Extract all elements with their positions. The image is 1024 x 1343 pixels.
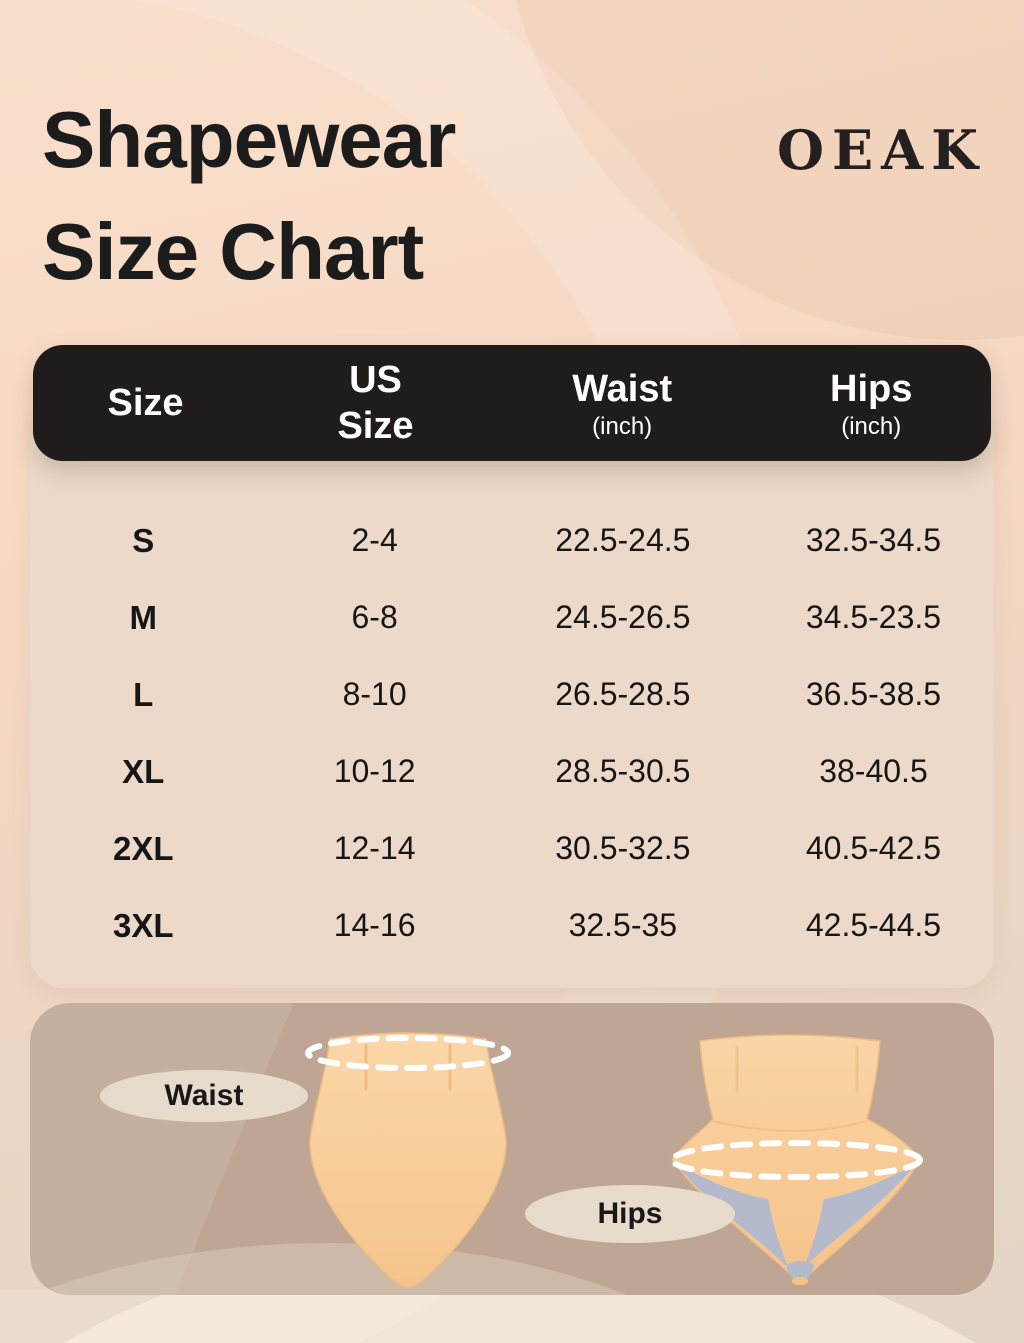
hips-cell: 42.5-44.5 xyxy=(805,907,942,943)
size-cell: 3XL xyxy=(113,906,174,944)
table-row: 2XL 12-14 30.5-32.5 40.5-42.5 xyxy=(30,810,994,887)
size-cell: 2XL xyxy=(113,829,174,867)
size-cell: M xyxy=(129,598,158,636)
hips-cell: 32.5-34.5 xyxy=(805,522,942,558)
waist-cell: 24.5-26.5 xyxy=(555,599,691,635)
header-us-size: US Size xyxy=(258,357,493,449)
waist-cell: 26.5-28.5 xyxy=(555,676,691,712)
hips-label-bubble: Hips xyxy=(525,1185,735,1243)
waist-cell: 30.5-32.5 xyxy=(555,830,691,866)
us-size-cell: 8-10 xyxy=(342,676,407,712)
header-size-label: Size xyxy=(107,382,184,424)
page-title-line1: Shapewear xyxy=(42,94,456,184)
hips-cell: 38-40.5 xyxy=(819,753,928,789)
table-row: 3XL 14-16 32.5-35 42.5-44.5 xyxy=(30,887,994,964)
measurement-diagram-panel: Waist Hips xyxy=(30,1003,994,1295)
header-waist-label: Waist xyxy=(572,367,673,410)
hips-cell: 34.5-23.5 xyxy=(805,599,942,635)
header-us-size-label: US Size xyxy=(337,359,414,447)
header-hips-label: Hips xyxy=(830,367,913,410)
waist-label: Waist xyxy=(164,1079,244,1112)
size-cell: S xyxy=(132,521,155,559)
waist-label-bubble: Waist xyxy=(100,1070,308,1122)
us-size-cell: 14-16 xyxy=(333,907,416,943)
table-row: L 8-10 26.5-28.5 36.5-38.5 xyxy=(30,656,994,733)
size-table-rows: S 2-4 22.5-24.5 32.5-34.5 M 6-8 24.5-26.… xyxy=(30,502,994,964)
table-header-bar: Size US Size Waist (inch) Hips (inch) xyxy=(33,345,991,461)
header-size: Size xyxy=(33,380,258,426)
hips-cell: 36.5-38.5 xyxy=(805,676,942,712)
hips-measure-dashed-line xyxy=(669,1140,923,1180)
us-size-cell: 2-4 xyxy=(351,522,398,558)
waist-cell: 22.5-24.5 xyxy=(555,522,691,558)
waist-measure-dashed-line xyxy=(305,1035,511,1071)
header-waist: Waist (inch) xyxy=(493,366,752,441)
hips-garment-body xyxy=(671,1034,921,1278)
header-hips: Hips (inch) xyxy=(751,366,991,441)
header-hips-unit: (inch) xyxy=(841,412,902,440)
waist-cell: 28.5-30.5 xyxy=(555,753,691,789)
waist-garment-body xyxy=(309,1032,507,1288)
garment-band-seam xyxy=(712,1120,868,1132)
table-row: S 2-4 22.5-24.5 32.5-34.5 xyxy=(30,502,994,579)
table-row: M 6-8 24.5-26.5 34.5-23.5 xyxy=(30,579,994,656)
us-size-cell: 10-12 xyxy=(333,753,416,789)
us-size-cell: 6-8 xyxy=(351,599,398,635)
hips-cell: 40.5-42.5 xyxy=(805,830,942,866)
brand-logo: OEAK xyxy=(776,118,986,182)
waist-garment-illustration xyxy=(305,1032,511,1288)
garment-tip-end xyxy=(792,1277,808,1285)
header-waist-unit: (inch) xyxy=(592,412,653,440)
waist-cell: 32.5-35 xyxy=(568,907,678,943)
size-table-panel: S 2-4 22.5-24.5 32.5-34.5 M 6-8 24.5-26.… xyxy=(30,400,994,988)
page-title: Shapewear Size Chart xyxy=(42,84,456,308)
size-cell: XL xyxy=(122,752,165,790)
us-size-cell: 12-14 xyxy=(333,830,416,866)
table-row: XL 10-12 28.5-30.5 38-40.5 xyxy=(30,733,994,810)
page-title-line2: Size Chart xyxy=(42,206,424,296)
size-cell: L xyxy=(133,675,154,713)
hips-label: Hips xyxy=(597,1197,663,1230)
hips-garment-illustration xyxy=(669,1034,923,1285)
